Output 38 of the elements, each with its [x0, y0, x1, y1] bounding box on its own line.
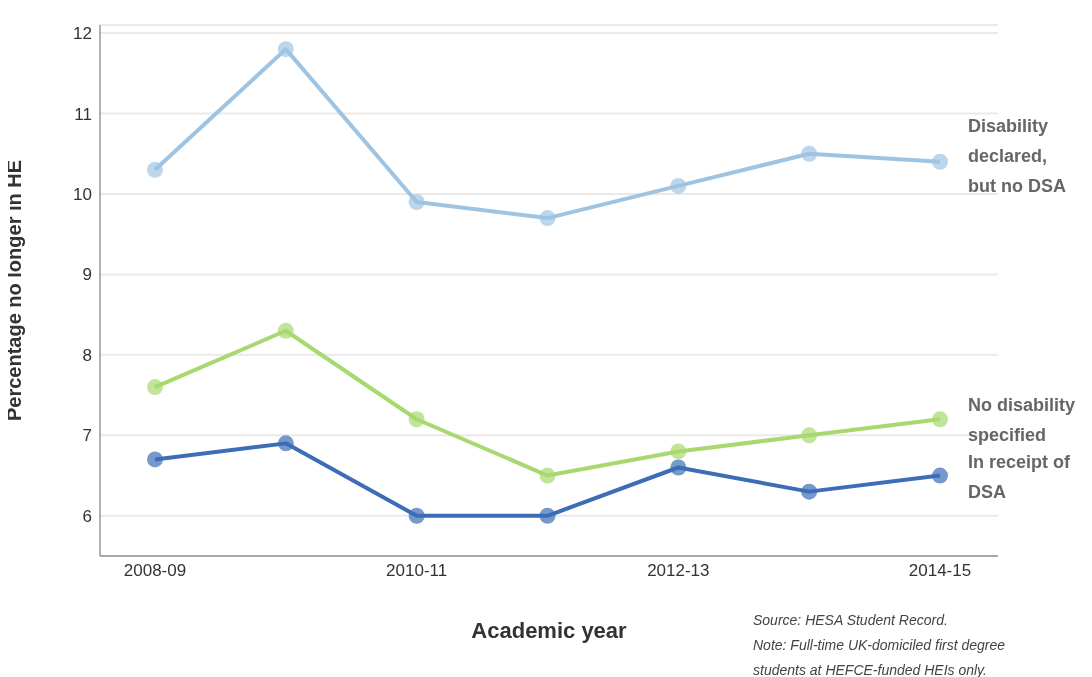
source-note: Source: HESA Student Record.	[753, 611, 949, 630]
point	[670, 459, 687, 476]
series-label: Disability declared, but no DSA	[968, 115, 1066, 196]
y-tick-label: 12	[73, 24, 92, 44]
x-tick-label: 2012-13	[647, 561, 710, 581]
point	[408, 194, 425, 210]
y-tick-label: 8	[82, 345, 92, 365]
x-axis-title: Academic year	[471, 618, 628, 643]
series-label: In receipt of DSA	[968, 451, 1072, 502]
y-tick-label: 11	[74, 104, 92, 124]
x-tick-label: 2010-11	[386, 561, 448, 581]
point	[801, 427, 818, 444]
point	[277, 435, 294, 452]
point	[277, 322, 294, 339]
point	[539, 210, 556, 227]
text: Note: Full-time UK-domiciled first degree students at HEFCE-funded HEIs only.	[753, 636, 1007, 677]
point	[147, 451, 163, 468]
y-tick-label: 9	[82, 265, 92, 285]
x-tick-label: 2008-09	[123, 561, 187, 581]
point	[670, 443, 687, 460]
point	[147, 379, 163, 396]
y-tick-label: 10	[73, 184, 92, 204]
point	[670, 177, 687, 194]
point	[932, 467, 948, 484]
point	[801, 145, 818, 162]
y-tick-label: 7	[82, 426, 92, 446]
point	[932, 411, 948, 428]
point	[277, 41, 294, 58]
point	[408, 507, 425, 524]
point	[539, 507, 556, 524]
series-label: No disability specified	[968, 395, 1076, 446]
point	[408, 411, 425, 428]
point	[932, 153, 948, 170]
point	[147, 161, 163, 178]
y-tick-label: 6	[82, 506, 92, 526]
point	[539, 467, 556, 484]
point	[801, 483, 818, 500]
x-tick-label: 2014-15	[908, 561, 972, 581]
